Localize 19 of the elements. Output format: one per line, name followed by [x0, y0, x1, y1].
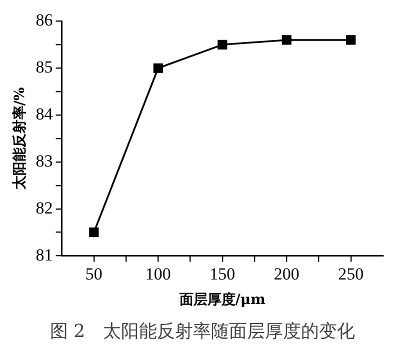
x-tick-label: 50: [85, 264, 102, 284]
y-tick-label: 82: [36, 198, 53, 218]
point: [153, 63, 163, 73]
caption: 图 2 太阳能反射率随面层厚度的变化: [48, 320, 356, 343]
point: [218, 40, 228, 50]
y-axis-title: 太阳能反射率/%: [11, 87, 28, 191]
x-axis-title: 面层厚度/μm: [178, 291, 266, 308]
x-tick-label: 250: [338, 264, 364, 284]
x-tick-label: 150: [210, 264, 236, 284]
point: [89, 228, 99, 238]
y-tick-label: 85: [36, 58, 53, 77]
y-tick-label: 81: [36, 245, 53, 264]
y-tick-label: 83: [36, 151, 53, 170]
x-tick-label: 200: [274, 264, 300, 284]
y-tick-label: 86: [36, 10, 53, 30]
point: [346, 35, 356, 45]
x-tick-label: 100: [145, 264, 171, 284]
y-tick-label: 84: [36, 104, 54, 124]
point: [282, 35, 292, 45]
